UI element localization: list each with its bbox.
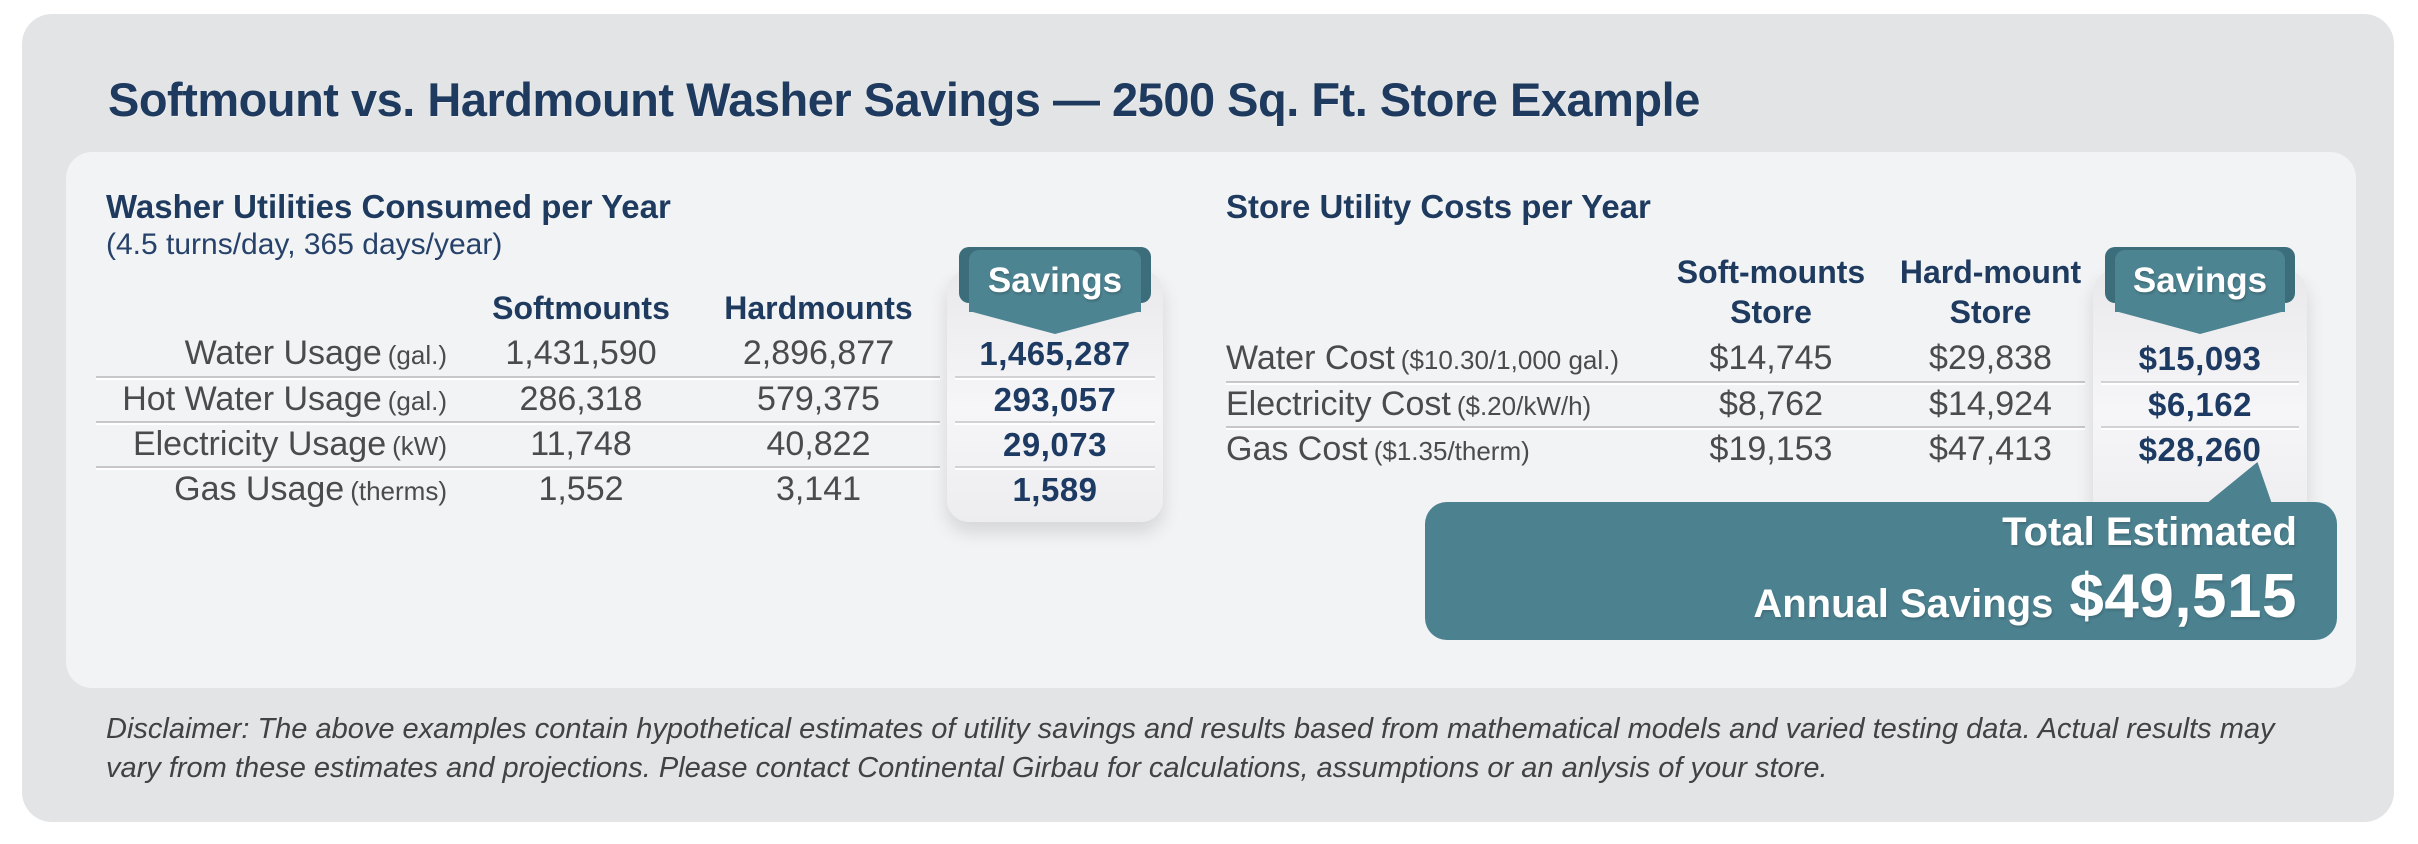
table-header-row: Softmounts Hardmounts	[96, 286, 940, 331]
savings-value: 29,073	[955, 421, 1155, 466]
softmounts-value: 11,748	[530, 425, 632, 463]
row-label: Water Cost ($10.30/1,000 gal.)	[1226, 339, 1620, 377]
row-label: Gas Cost ($1.35/therm)	[1226, 430, 1530, 468]
row-unit: (kW)	[392, 431, 447, 461]
hardmounts-value: 2,896,877	[742, 334, 895, 372]
hard-store-value: $29,838	[1929, 339, 2052, 377]
column-header-softmounts-store: Soft-mounts Store	[1676, 254, 1866, 330]
row-unit: (gal.)	[387, 386, 447, 416]
row-unit: ($10.30/1,000 gal.)	[1400, 345, 1620, 375]
row-label: Hot Water Usage (gal.)	[122, 380, 447, 418]
store-utility-costs-table: Soft-mounts Store Hard-mount Store Water…	[1226, 252, 2085, 471]
right-savings-card: Savings $15,093 $6,162 $28,260	[2093, 245, 2307, 528]
row-label: Water Usage (gal.)	[184, 334, 447, 372]
row-unit: (therms)	[350, 476, 447, 506]
table-row: Water Cost ($10.30/1,000 gal.) $14,745 $2…	[1226, 336, 2085, 381]
left-savings-card: Savings 1,465,287 293,057 29,073 1,589	[947, 245, 1163, 522]
softmounts-value: 1,431,590	[505, 334, 657, 372]
page-title: Softmount vs. Hardmount Washer Savings —…	[108, 73, 1700, 126]
row-unit: ($.20/kW/h)	[1456, 391, 1592, 421]
total-savings-amount: $49,515	[2069, 562, 2297, 631]
savings-value: $6,162	[2101, 381, 2299, 426]
hardmounts-value: 579,375	[757, 380, 880, 418]
hard-store-value: $47,413	[1929, 430, 2052, 468]
washer-utilities-table: Softmounts Hardmounts Water Usage (gal.) …	[96, 286, 940, 511]
savings-values: $15,093 $6,162 $28,260	[2101, 336, 2299, 471]
hard-store-value: $14,924	[1929, 385, 2052, 423]
total-savings-line1: Total Estimated	[2002, 510, 2297, 554]
column-header-hardmounts: Hardmounts	[724, 290, 913, 326]
soft-store-value: $19,153	[1709, 430, 1833, 468]
softmounts-value: 1,552	[538, 470, 624, 508]
table-row: Gas Cost ($1.35/therm) $19,153 $47,413	[1226, 426, 2085, 471]
table-row: Water Usage (gal.) 1,431,590 2,896,877	[96, 331, 940, 376]
hardmounts-value: 3,141	[775, 470, 862, 508]
table-row: Electricity Cost ($.20/kW/h) $8,762 $14,9…	[1226, 381, 2085, 426]
table-row: Gas Usage (therms) 1,552 3,141	[96, 466, 940, 511]
left-section-subtitle: (4.5 turns/day, 365 days/year)	[106, 228, 503, 261]
savings-ribbon-label: Savings	[2132, 261, 2268, 300]
table-row: Hot Water Usage (gal.) 286,318 579,375	[96, 376, 940, 421]
soft-store-value: $14,745	[1709, 339, 1833, 377]
savings-value: $28,260	[2101, 426, 2299, 471]
total-savings-label: Annual Savings	[1753, 582, 2054, 626]
disclaimer-text: Disclaimer: The above examples contain h…	[106, 713, 2275, 784]
savings-ribbon: Savings	[2115, 250, 2285, 312]
savings-value: 293,057	[955, 376, 1155, 421]
savings-ribbon-label: Savings	[987, 261, 1123, 300]
soft-store-value: $8,762	[1719, 385, 1823, 423]
softmounts-value: 286,318	[519, 380, 643, 418]
savings-value: $15,093	[2138, 339, 2262, 377]
row-unit: ($1.35/therm)	[1373, 436, 1530, 466]
column-header-softmounts: Softmounts	[492, 290, 670, 326]
row-label: Electricity Cost ($.20/kW/h)	[1226, 385, 1592, 423]
total-savings-callout: Total Estimated Annual Savings $49,515	[1425, 502, 2337, 640]
left-section-title: Washer Utilities Consumed per Year	[106, 188, 671, 225]
savings-value: 1,465,287	[979, 334, 1131, 372]
table-header-row: Soft-mounts Store Hard-mount Store	[1226, 252, 2085, 336]
hardmounts-value: 40,822	[766, 425, 871, 463]
column-header-hardmount-store: Hard-mount Store	[1899, 254, 2082, 330]
total-savings-line2: Annual Savings $49,515	[1753, 561, 2297, 632]
savings-values: 1,465,287 293,057 29,073 1,589	[955, 331, 1155, 511]
right-section-title: Store Utility Costs per Year	[1226, 188, 1651, 225]
savings-ribbon: Savings	[969, 250, 1141, 312]
row-unit: (gal.)	[387, 340, 447, 370]
row-label: Electricity Usage (kW)	[132, 425, 447, 463]
row-label: Gas Usage (therms)	[174, 470, 447, 508]
savings-value: 1,589	[955, 466, 1155, 511]
table-row: Electricity Usage (kW) 11,748 40,822	[96, 421, 940, 466]
